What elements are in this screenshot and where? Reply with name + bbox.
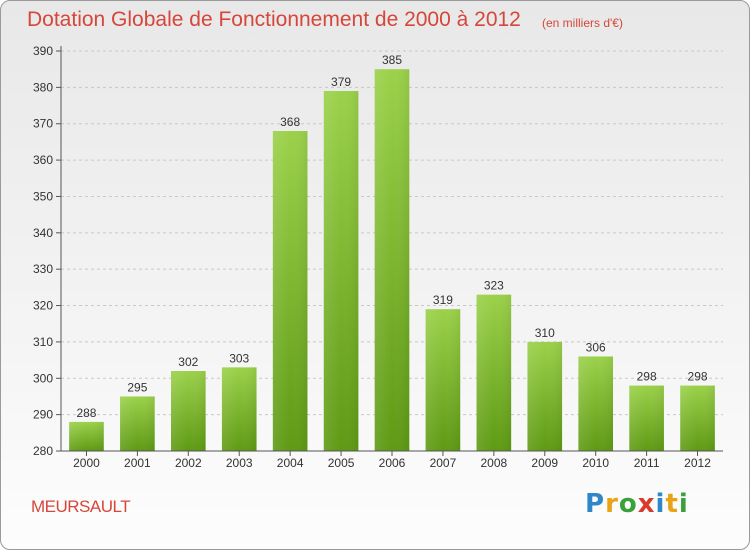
bar-2003[interactable] [221,367,257,451]
logo-letter: o [618,489,638,519]
bar-value-label: 303 [229,351,249,365]
y-tick-label: 280 [33,444,53,458]
x-tick-label: 2007 [430,456,457,470]
bar-2000[interactable] [69,421,104,451]
logo-letter: r [605,489,619,519]
commune-name: MEURSAULT [31,497,131,516]
logo-letter: i [655,489,666,519]
y-tick-label: 350 [33,189,53,203]
bar-2012[interactable] [680,385,715,451]
bar-value-label: 310 [535,326,555,340]
y-tick-label: 380 [33,80,53,94]
bar-value-label: 319 [433,293,453,307]
axis-layer: 280 290 300 310 320 330 340 350 360 370 380 390 2000… [33,44,723,470]
bar-2010[interactable] [578,356,614,451]
bar-2008[interactable] [476,294,512,451]
logo-letter: t [665,489,679,519]
logo-letter: P [585,489,606,519]
bar-value-label: 306 [586,340,606,354]
bar-value-label: 368 [280,115,300,129]
proxiti-logo[interactable]: Proxiti [585,489,689,519]
bar-value-label: 323 [484,279,504,293]
bar-2011[interactable] [629,385,664,451]
y-tick-label: 290 [33,408,53,422]
labels-layer: 288 295 302 303 368 379 385 319 323 310 306 298 298 [76,53,707,420]
x-tick-label: 2009 [531,456,558,470]
bar-2002[interactable] [170,371,206,451]
y-tick-label: 360 [33,153,53,167]
x-tick-label: 2006 [379,456,406,470]
bar-value-label: 288 [76,406,96,420]
bars-layer [69,69,715,451]
bar-value-label: 379 [331,75,351,89]
x-tick-label: 2011 [634,456,660,470]
bar-value-label: 298 [637,370,657,384]
chart-subtitle: (en milliers d'€) [542,16,623,30]
bar-value-label: 295 [127,380,147,394]
x-tick-label: 2003 [226,456,253,470]
y-tick-label: 390 [33,44,53,58]
x-tick-label: 2008 [480,456,507,470]
y-tick-label: 340 [33,226,53,240]
logo-letter: x [637,489,656,519]
y-tick-label: 330 [33,262,53,276]
x-tick-label: 2005 [328,456,355,470]
y-tick-label: 370 [33,117,53,131]
bar-2005[interactable] [323,91,359,451]
bar-value-label: 385 [382,53,402,67]
bar-2006[interactable] [374,69,410,451]
y-tick-label: 310 [33,335,53,349]
bar-2001[interactable] [120,396,155,451]
bar-value-label: 302 [178,355,198,369]
x-tick-label: 2002 [175,456,202,470]
x-tick-label: 2001 [124,456,151,470]
x-tick-label: 2010 [582,456,609,470]
bar-2007[interactable] [425,309,461,451]
bar-2009[interactable] [527,341,563,451]
logo-letter: i [678,489,689,519]
y-tick-label: 300 [33,371,53,385]
bar-2004[interactable] [272,131,308,451]
bar-value-label: 298 [688,370,708,384]
x-tick-label: 2000 [73,456,100,470]
x-tick-label: 2004 [277,456,304,470]
x-tick-label: 2012 [684,456,711,470]
y-tick-label: 320 [33,299,53,313]
chart-title: Dotation Globale de Fonctionnement de 20… [27,8,521,31]
